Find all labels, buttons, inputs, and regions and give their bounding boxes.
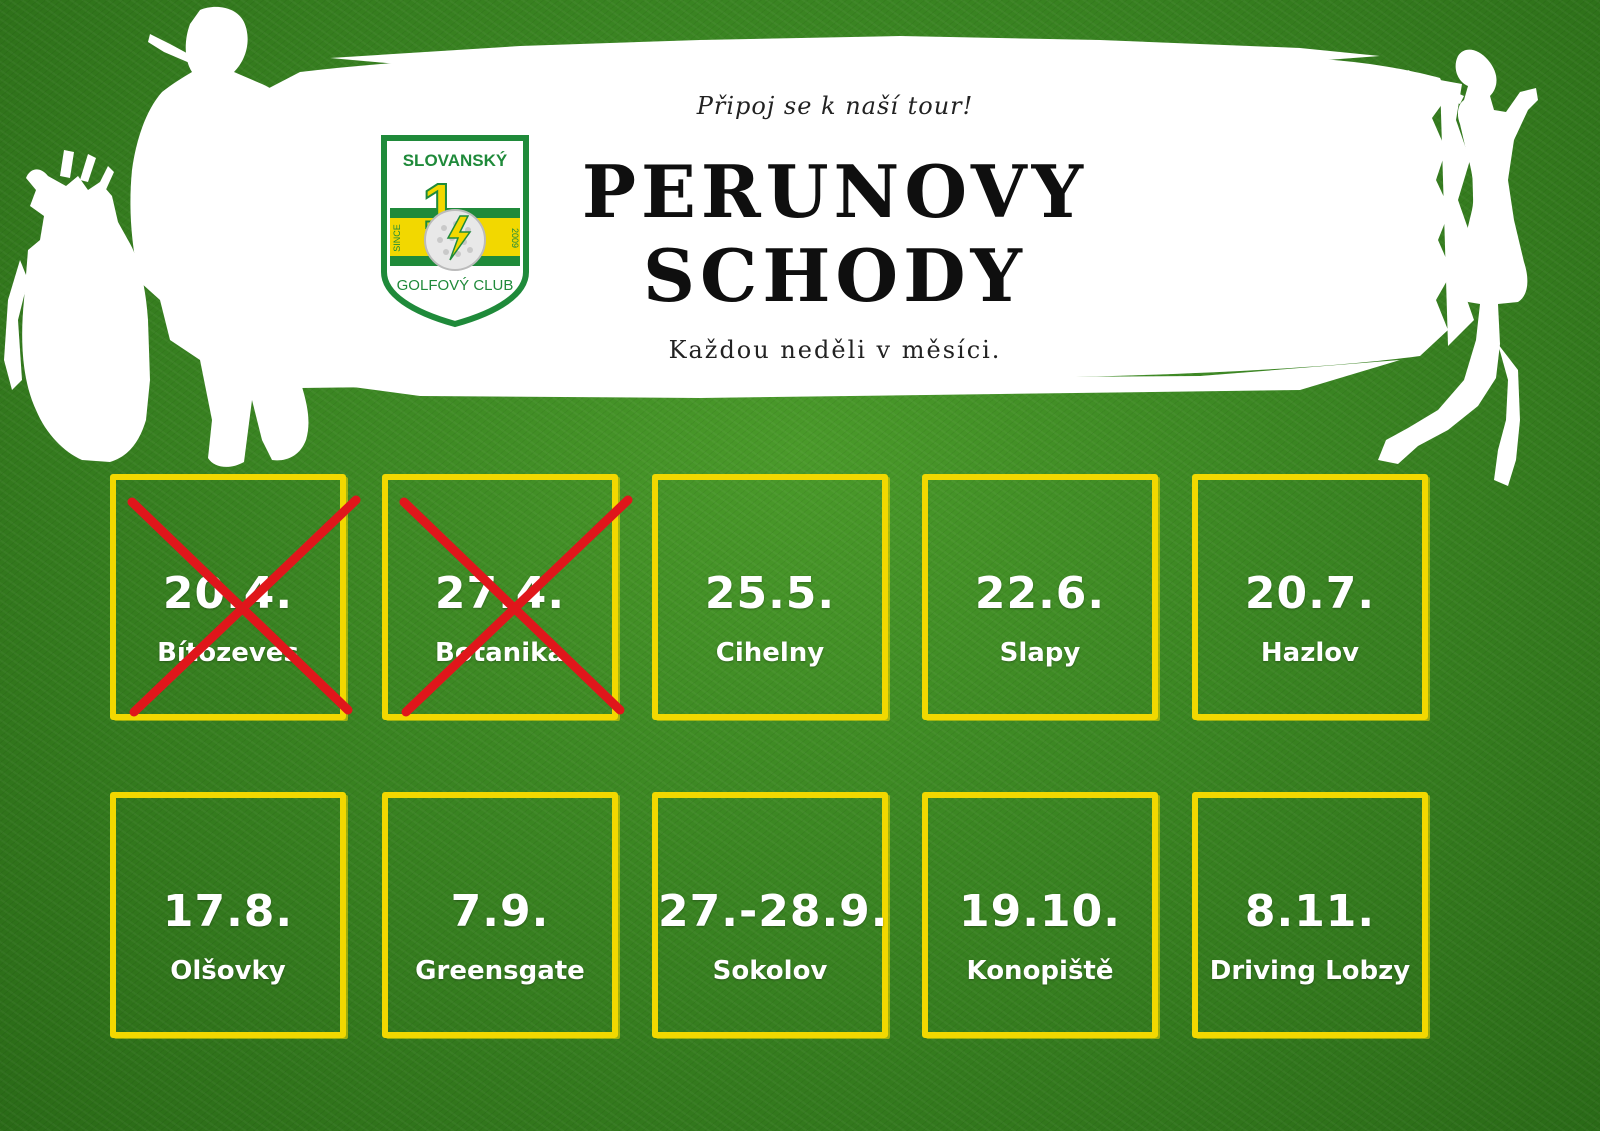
event-card: 27.-28.9. Sokolov [652,792,888,1038]
event-date: 20.7. [1244,568,1376,619]
event-date: 7.9. [450,886,550,937]
tagline: Připoj se k naší tour! [696,92,974,120]
event-card: 8.11. Driving Lobzy [1192,792,1428,1038]
event-place: Hazlov [1260,638,1360,668]
event-card: 22.6. Slapy [922,474,1158,720]
event-place: Olšovky [170,956,286,986]
golf-ball-icon [424,209,486,271]
event-card: 17.8. Olšovky [110,792,346,1038]
logo-top-text: SLOVANSKÝ [403,151,508,170]
event-place: Konopiště [966,956,1114,986]
event-date: 22.6. [974,568,1106,619]
event-place: Slapy [999,638,1081,668]
event-place: Driving Lobzy [1209,956,1411,986]
event-date: 25.5. [704,568,836,619]
event-card: 27.4. Botanika [382,474,633,720]
woman-golfer-silhouette [1378,49,1538,486]
club-logo: SLOVANSKÝ 1 SINCE 2009 GOLFOVÝ CLUB [381,135,529,328]
event-card: 19.10. Konopiště [922,792,1158,1038]
cross-out-icon [399,495,633,717]
golfer-with-bag-silhouette [4,6,309,467]
page-title: PERUNOVY SCHODY [560,150,1110,318]
event-date: 27.-28.9. [658,886,889,937]
event-date: 8.11. [1244,886,1376,937]
logo-since: SINCE [392,224,402,252]
event-card: 20.7. Hazlov [1192,474,1428,720]
event-card: 20.4. Bítozeves [110,474,361,720]
event-place: Sokolov [712,956,828,986]
title-line-2: SCHODY [643,233,1027,318]
event-date: 19.10. [959,886,1121,937]
event-card: 7.9. Greensgate [382,792,618,1038]
cross-out-icon [127,495,361,717]
event-place: Cihelny [715,638,825,668]
subtitle: Každou neděli v měsíci. [668,336,1002,364]
logo-year: 2009 [510,228,520,248]
event-place: Greensgate [415,956,585,986]
event-card: 25.5. Cihelny [652,474,888,720]
title-line-1: PERUNOVY [581,149,1089,234]
event-date: 17.8. [162,886,294,937]
logo-bottom-text: GOLFOVÝ CLUB [397,277,514,294]
